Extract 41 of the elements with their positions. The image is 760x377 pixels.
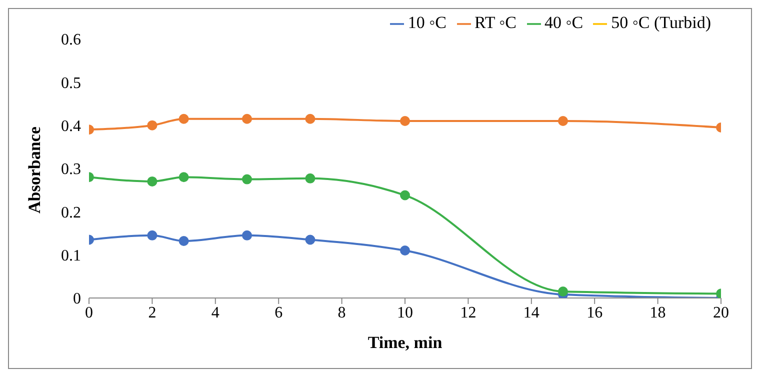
point [178,114,189,124]
point [400,116,410,126]
y-tick-label: 0.5 [61,74,81,92]
x-tick-label: 14 [523,304,540,322]
y-tick-label: 0.3 [61,161,81,178]
x-tick-label: 0 [85,304,93,322]
point [147,230,158,240]
x-tick-label: 16 [586,304,603,322]
x-tick-label: 10 [397,304,413,322]
point [242,230,252,240]
point [147,120,158,130]
legend-label: 10 ◦C [408,13,446,32]
point [558,286,568,297]
x-tick-label: 2 [148,304,156,322]
x-tick-label: 4 [211,304,220,322]
point [305,234,316,245]
x-tick-label: 12 [460,304,476,322]
x-axis-title: Time, min [368,333,443,352]
x-tick-label: 8 [338,304,346,322]
point [178,236,189,246]
x-tick-label: 6 [274,304,283,322]
point [400,190,410,200]
point [147,176,158,186]
legend-label: 50 ◦C (Turbid) [611,13,711,32]
y-tick-label: 0 [73,290,81,308]
y-tick-label: 0.4 [61,118,81,136]
point [558,116,568,126]
point [242,174,252,184]
legend-label: 40 ◦C [544,13,584,32]
x-tick-label: 20 [713,304,729,322]
y-tick-label: 0.2 [61,204,81,222]
y-tick-label: 0.6 [61,32,81,49]
point [305,114,316,124]
x-tick-label: 18 [650,304,666,322]
legend-label: RT ◦C [474,13,517,32]
y-tick-label: 0.1 [61,248,81,265]
point [242,114,252,124]
point [400,246,410,256]
y-axis-title: Absorbance [25,126,44,214]
point [305,173,316,184]
point [178,172,189,182]
